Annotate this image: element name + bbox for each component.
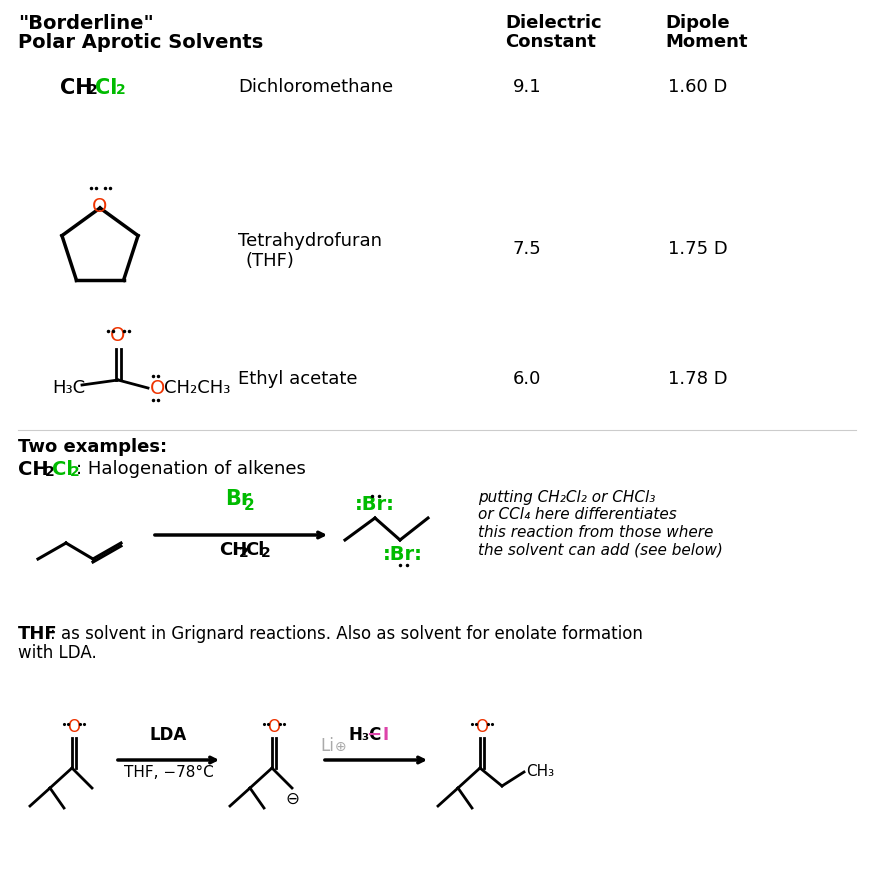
Text: : Halogenation of alkenes: : Halogenation of alkenes: [76, 460, 306, 478]
Text: CH: CH: [60, 78, 93, 98]
Text: 1.78 D: 1.78 D: [668, 370, 728, 388]
Text: :Br:: :Br:: [355, 495, 395, 514]
Text: Two examples:: Two examples:: [18, 438, 167, 456]
Text: O: O: [150, 378, 165, 398]
Text: O: O: [475, 718, 489, 736]
Text: O: O: [93, 197, 108, 215]
Text: 2: 2: [116, 83, 126, 97]
Text: CH: CH: [219, 541, 247, 559]
Text: 2: 2: [261, 546, 271, 560]
Text: Dichloromethane: Dichloromethane: [238, 78, 393, 96]
Text: O: O: [67, 718, 80, 736]
Text: THF: THF: [18, 625, 58, 643]
Text: Polar Aprotic Solvents: Polar Aprotic Solvents: [18, 33, 263, 52]
Text: LDA: LDA: [149, 726, 187, 744]
Text: H₃C: H₃C: [348, 726, 381, 744]
Text: Cl: Cl: [52, 460, 73, 479]
Text: 2: 2: [88, 83, 98, 97]
Text: Cl: Cl: [245, 541, 264, 559]
Text: 1.60 D: 1.60 D: [668, 78, 727, 96]
Text: Dipole: Dipole: [665, 14, 730, 32]
Text: 7.5: 7.5: [513, 240, 542, 258]
Text: O: O: [110, 326, 126, 345]
Text: :Br:: :Br:: [383, 545, 423, 564]
Text: H₃C: H₃C: [52, 379, 85, 397]
Text: −: −: [366, 726, 382, 744]
Text: 9.1: 9.1: [513, 78, 542, 96]
Text: with LDA.: with LDA.: [18, 644, 97, 662]
Text: Moment: Moment: [665, 33, 747, 51]
Text: 2: 2: [70, 465, 80, 479]
Text: ⊕: ⊕: [335, 740, 347, 754]
Text: Constant: Constant: [505, 33, 596, 51]
Text: 2: 2: [45, 465, 55, 479]
Text: 1.75 D: 1.75 D: [668, 240, 728, 258]
Text: putting CH₂Cl₂ or CHCl₃
or CCl₄ here differentiates
this reaction from those whe: putting CH₂Cl₂ or CHCl₃ or CCl₄ here dif…: [478, 490, 723, 557]
Text: 2: 2: [239, 546, 249, 560]
Text: O: O: [267, 718, 281, 736]
Text: Dielectric: Dielectric: [505, 14, 601, 32]
Text: CH₂CH₃: CH₂CH₃: [164, 379, 231, 397]
Text: Tetrahydrofuran: Tetrahydrofuran: [238, 232, 382, 250]
Text: 6.0: 6.0: [513, 370, 541, 388]
Text: I: I: [382, 726, 388, 744]
Text: : as solvent in Grignard reactions. Also as solvent for enolate formation: : as solvent in Grignard reactions. Also…: [50, 625, 643, 643]
Text: CH₃: CH₃: [526, 764, 554, 780]
Text: Br: Br: [225, 489, 251, 509]
Text: CH: CH: [18, 460, 49, 479]
Text: Li: Li: [320, 737, 334, 755]
Text: (THF): (THF): [246, 252, 295, 270]
Text: "Borderline": "Borderline": [18, 14, 154, 33]
Text: ⊖: ⊖: [285, 790, 299, 808]
Text: Ethyl acetate: Ethyl acetate: [238, 370, 357, 388]
Text: 2: 2: [244, 498, 254, 513]
Text: THF, −78°C: THF, −78°C: [123, 765, 213, 780]
Text: Cl: Cl: [95, 78, 117, 98]
